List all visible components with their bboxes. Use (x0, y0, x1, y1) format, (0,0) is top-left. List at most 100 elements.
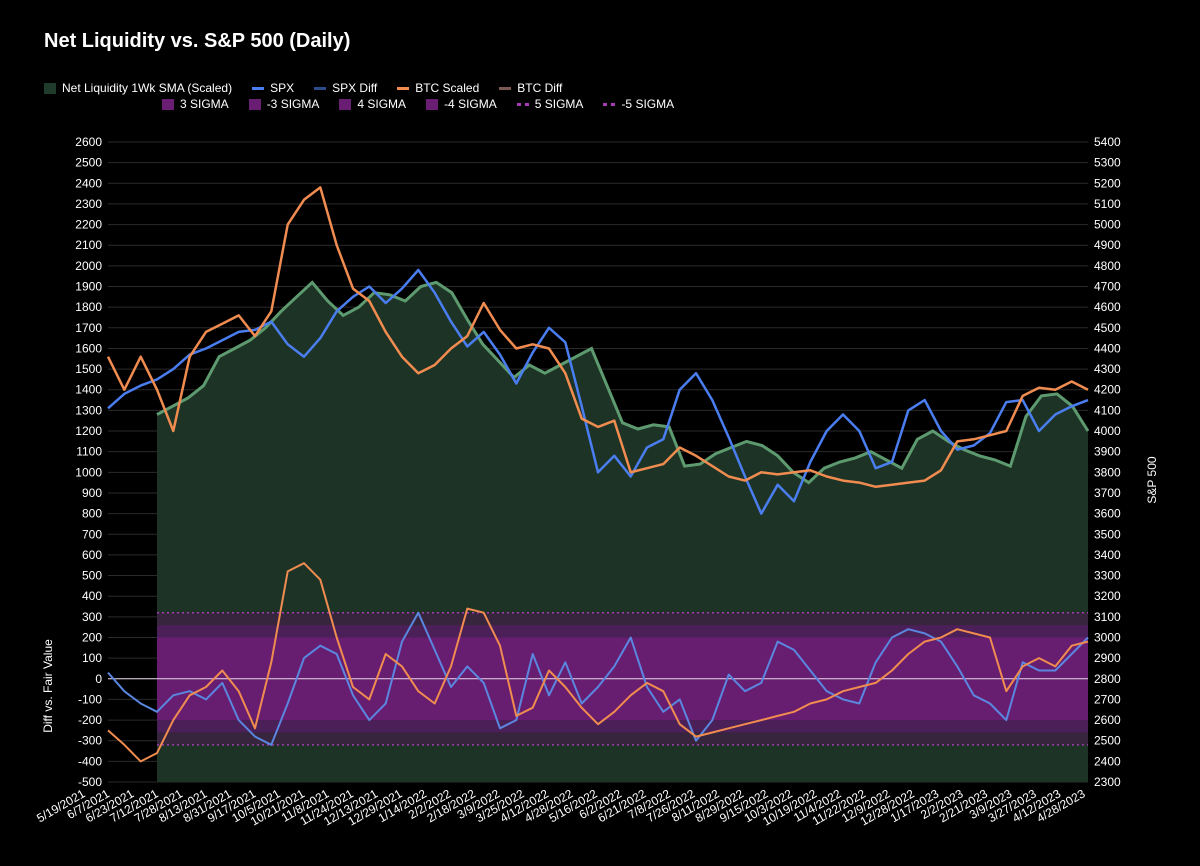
right-axis-tick: 2500 (1094, 734, 1121, 748)
left-axis-tick: 2300 (75, 197, 102, 211)
legend-swatch (603, 102, 616, 106)
left-axis-tick: 200 (82, 630, 102, 644)
right-axis-tick: 3400 (1094, 548, 1121, 562)
left-axis-tick: 1200 (75, 424, 102, 438)
right-axis-tick: 2400 (1094, 754, 1121, 768)
right-axis-tick: 4100 (1094, 403, 1121, 417)
right-axis-tick: 5000 (1094, 218, 1121, 232)
legend-swatch (516, 102, 529, 106)
legend-item-spx[interactable]: SPX (252, 81, 294, 95)
legend-swatch (252, 86, 265, 90)
right-axis-tick: 4000 (1094, 424, 1121, 438)
right-axis-tick: 3600 (1094, 507, 1121, 521)
legend-row-1: Net Liquidity 1Wk SMA (Scaled) SPX SPX Dif… (44, 80, 1144, 96)
legend-label: 4 SIGMA (357, 97, 407, 111)
left-axis-tick: 500 (82, 569, 102, 583)
left-axis-tick: -100 (78, 692, 102, 706)
right-axis-tick: 5400 (1094, 135, 1121, 149)
legend-item-btc-scaled[interactable]: BTC Scaled (397, 81, 479, 95)
left-axis-tick: 300 (82, 610, 102, 624)
legend-label: Net Liquidity 1Wk SMA (Scaled) (62, 81, 233, 95)
legend-item--3-sigma[interactable]: -3 SIGMA (248, 97, 320, 111)
left-axis-tick: 2600 (75, 135, 102, 149)
left-axis-tick: 1500 (75, 362, 102, 376)
legend-swatch (426, 98, 439, 110)
legend-swatch (314, 86, 327, 90)
right-axis-tick: 4600 (1094, 300, 1121, 314)
legend-label: 3 SIGMA (180, 97, 229, 111)
legend-item--4-sigma[interactable]: -4 SIGMA (426, 97, 497, 111)
left-axis-tick: 1700 (75, 321, 102, 335)
right-axis-tick: 3200 (1094, 589, 1121, 603)
left-axis-tick: -300 (78, 734, 102, 748)
right-axis-tick: 2900 (1094, 651, 1121, 665)
legend-item-net-liquidity-1wk-sma-scaled-[interactable]: Net Liquidity 1Wk SMA (Scaled) (44, 81, 232, 95)
left-axis-tick: -200 (78, 713, 102, 727)
legend-label: -3 SIGMA (266, 97, 320, 111)
right-axis-tick: 3700 (1094, 486, 1121, 500)
legend-item-4-sigma[interactable]: 4 SIGMA (339, 97, 406, 111)
legend-swatch (499, 86, 512, 90)
right-axis-tick: 4700 (1094, 280, 1121, 294)
right-axis-tick: 4300 (1094, 362, 1121, 376)
right-axis-tick: 4900 (1094, 238, 1121, 252)
left-axis-tick: -500 (78, 775, 102, 789)
legend-label: 5 SIGMA (534, 97, 584, 111)
right-axis-tick: 4400 (1094, 341, 1121, 355)
left-axis-tick: 1600 (75, 341, 102, 355)
right-axis-tick: 4500 (1094, 321, 1121, 335)
legend-row-2: 3 SIGMA -3 SIGMA 4 SIGMA -4 SIGMA 5 SIGMA -5 … (162, 96, 1144, 112)
right-axis-tick: 3500 (1094, 527, 1121, 541)
right-axis-title: S&P 500 (1145, 456, 1159, 503)
legend-label: SPX Diff (332, 81, 378, 95)
left-axis-tick: 600 (82, 548, 102, 562)
left-axis-tick: 800 (82, 507, 102, 521)
legend-item-3-sigma[interactable]: 3 SIGMA (162, 97, 229, 111)
right-axis-tick: 5200 (1094, 176, 1121, 190)
legend-swatch (44, 82, 56, 94)
right-axis-tick: 2800 (1094, 672, 1121, 686)
left-axis-tick: 2100 (75, 238, 102, 252)
legend-item-btc-diff[interactable]: BTC Diff (499, 81, 562, 95)
right-axis-tick: 5300 (1094, 156, 1121, 170)
right-axis-tick: 4200 (1094, 383, 1121, 397)
legend-swatch (397, 86, 410, 90)
right-axis-tick: 3100 (1094, 610, 1121, 624)
left-axis-tick: 0 (95, 672, 102, 686)
legend: Net Liquidity 1Wk SMA (Scaled) SPX SPX Dif… (44, 80, 1144, 112)
left-axis-tick: 2000 (75, 259, 102, 273)
left-axis-tick: 400 (82, 589, 102, 603)
legend-swatch (339, 98, 352, 110)
btc-diff-line (107, 562, 1089, 763)
left-axis-tick: 1400 (75, 383, 102, 397)
btc-scaled-line (106, 186, 1089, 489)
spx-diff-line (107, 611, 1089, 746)
legend-item-spx-diff[interactable]: SPX Diff (314, 81, 377, 95)
legend-label: SPX (270, 81, 295, 95)
left-axis-tick: 1800 (75, 300, 102, 314)
left-axis-tick: 1000 (75, 465, 102, 479)
right-axis-tick: 2600 (1094, 713, 1121, 727)
left-axis-tick: 2500 (75, 156, 102, 170)
left-axis-title: Diff vs. Fair Value (41, 639, 55, 733)
right-axis-tick: 4800 (1094, 259, 1121, 273)
left-axis-tick: 2200 (75, 218, 102, 232)
left-axis-tick: 900 (82, 486, 102, 500)
right-axis-tick: 3900 (1094, 445, 1121, 459)
legend-swatch (162, 98, 174, 110)
legend-item--5-sigma[interactable]: -5 SIGMA (603, 97, 674, 111)
left-axis-tick: 700 (82, 527, 102, 541)
right-axis-tick: 3300 (1094, 569, 1121, 583)
legend-label: BTC Diff (517, 81, 563, 95)
legend-label: -5 SIGMA (621, 97, 675, 111)
legend-label: -4 SIGMA (444, 97, 497, 111)
net-liquidity-line (156, 280, 1090, 485)
left-axis-tick: -400 (78, 754, 102, 768)
left-axis-tick: 100 (82, 651, 102, 665)
spx-line (107, 268, 1089, 515)
left-axis-tick: 2400 (75, 176, 102, 190)
legend-swatch (248, 98, 261, 110)
legend-item-5-sigma[interactable]: 5 SIGMA (516, 97, 584, 111)
legend-label: BTC Scaled (415, 81, 480, 95)
